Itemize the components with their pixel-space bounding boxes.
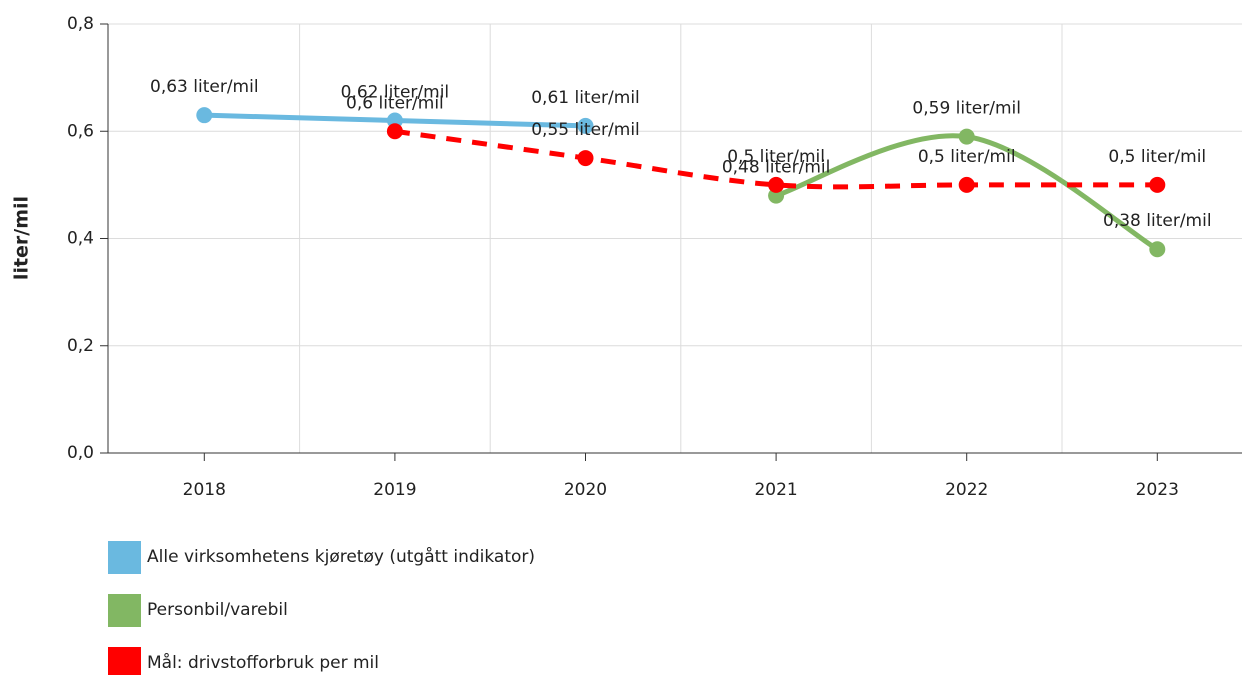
y-tick-label: 0,4 xyxy=(67,229,94,249)
y-tick-label: 0,2 xyxy=(67,336,94,356)
y-tick-label: 0,0 xyxy=(67,443,94,463)
series xyxy=(386,123,1166,193)
data-label: 0,6 liter/mil xyxy=(346,93,444,113)
legend-swatch xyxy=(108,594,141,627)
data-label: 0,5 liter/mil xyxy=(1108,147,1206,167)
marker xyxy=(386,123,403,140)
x-tick-label: 2023 xyxy=(1136,480,1179,500)
data-label: 0,62 liter/mil xyxy=(341,83,450,103)
marker xyxy=(958,176,975,193)
legend-label: Personbil/varebil xyxy=(147,600,288,620)
x-tick-label: 2019 xyxy=(373,480,416,500)
data-label: 0,61 liter/mil xyxy=(531,88,640,108)
data-label: 0,59 liter/mil xyxy=(912,99,1021,119)
data-label: 0,38 liter/mil xyxy=(1103,211,1212,231)
marker xyxy=(196,107,213,124)
legend-label: Alle virksomhetens kjøretøy (utgått indi… xyxy=(147,546,535,567)
y-tick-label: 0,6 xyxy=(67,121,94,141)
data-label: 0,48 liter/mil xyxy=(722,158,831,178)
marker xyxy=(577,117,594,134)
y-axis-label: liter/mil xyxy=(11,196,33,280)
data-label: 0,5 liter/mil xyxy=(727,147,825,167)
data-label: 0,63 liter/mil xyxy=(150,77,259,97)
marker xyxy=(768,176,785,193)
data-label: 0,5 liter/mil xyxy=(918,147,1016,167)
marker xyxy=(958,128,975,145)
data-label: 0,55 liter/mil xyxy=(531,120,640,140)
marker xyxy=(1149,241,1166,258)
legend-swatch xyxy=(108,647,141,675)
x-tick-label: 2022 xyxy=(945,480,988,500)
marker xyxy=(1149,176,1166,193)
legend-swatch xyxy=(108,541,141,574)
marker xyxy=(577,150,594,167)
x-tick-label: 2018 xyxy=(183,480,226,500)
x-tick-label: 2020 xyxy=(564,480,607,500)
y-tick-label: 0,8 xyxy=(67,14,94,34)
legend-label: Mål: drivstofforbruk per mil xyxy=(147,652,379,673)
x-tick-label: 2021 xyxy=(754,480,797,500)
